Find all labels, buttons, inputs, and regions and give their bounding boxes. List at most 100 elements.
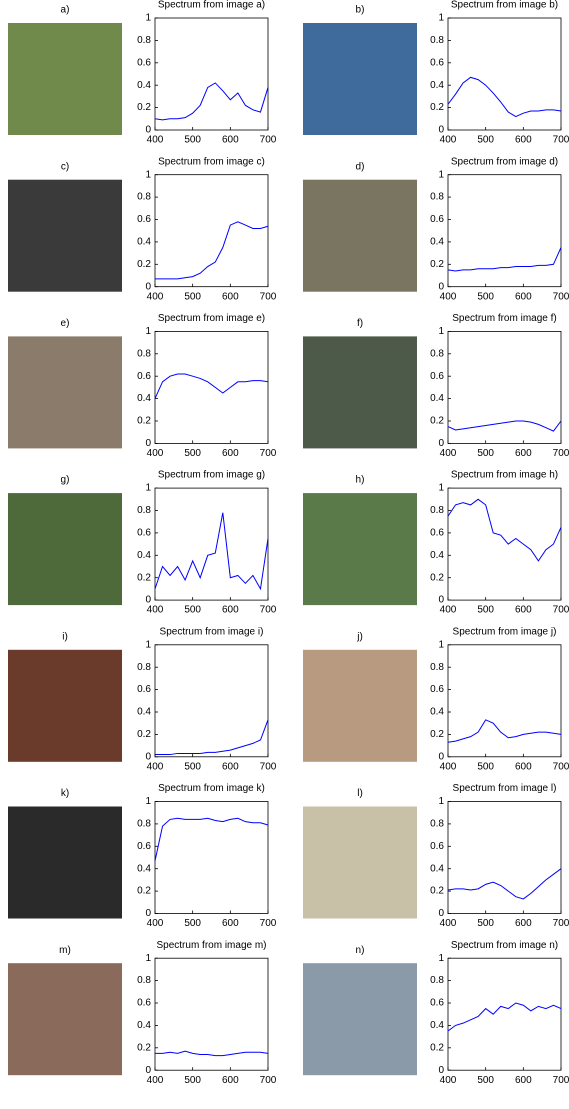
y-tick-label: 0.6 [137, 998, 151, 1009]
x-tick-label: 400 [440, 448, 457, 459]
spectrum-line [155, 222, 268, 279]
y-tick-label: 0.2 [430, 729, 444, 740]
image-label: f) [357, 318, 363, 329]
x-tick-label: 600 [515, 918, 532, 929]
x-tick-label: 600 [222, 761, 239, 772]
plot-frame [155, 18, 268, 130]
image-placeholder [303, 963, 417, 1075]
x-tick-label: 400 [440, 761, 457, 772]
x-tick-label: 600 [222, 1075, 239, 1086]
x-tick-label: 500 [477, 448, 494, 459]
spectrum-line [448, 248, 561, 272]
x-tick-label: 500 [477, 918, 494, 929]
x-tick-label: 700 [553, 918, 569, 929]
plot-frame [448, 802, 561, 914]
x-tick-label: 700 [260, 291, 277, 302]
y-tick-label: 0.8 [137, 819, 151, 830]
y-tick-label: 0.4 [137, 237, 151, 248]
x-tick-label: 600 [515, 1075, 532, 1086]
chart-title: Spectrum from image l) [453, 783, 557, 794]
x-tick-label: 600 [515, 605, 532, 616]
chart-title: Spectrum from image d) [451, 156, 558, 167]
x-tick-label: 400 [147, 605, 164, 616]
spectrum-line [448, 869, 561, 899]
x-tick-label: 700 [260, 448, 277, 459]
y-tick-label: 0.6 [430, 528, 444, 539]
spectrum-line [448, 1003, 561, 1031]
y-tick-label: 1 [438, 796, 444, 807]
chart-title: Spectrum from image j) [453, 626, 557, 637]
x-tick-label: 400 [440, 918, 457, 929]
y-tick-label: 0.6 [430, 57, 444, 68]
y-tick-label: 0.4 [137, 393, 151, 404]
image-label: l) [357, 788, 363, 799]
x-tick-label: 400 [440, 605, 457, 616]
y-tick-label: 0.2 [137, 1042, 151, 1053]
y-tick-label: 0.8 [430, 35, 444, 46]
chart-title: Spectrum from image b) [451, 0, 558, 11]
y-tick-label: 0.8 [430, 975, 444, 986]
x-tick-label: 700 [260, 1075, 277, 1086]
chart-title: Spectrum from image a) [158, 0, 265, 11]
spectrum-line [155, 1051, 268, 1055]
image-label: d) [356, 161, 365, 172]
y-tick-label: 0.6 [430, 998, 444, 1009]
y-tick-label: 0.4 [430, 1020, 444, 1031]
y-tick-label: 0.6 [430, 684, 444, 695]
x-tick-label: 500 [184, 1075, 201, 1086]
x-tick-label: 400 [147, 761, 164, 772]
y-tick-label: 0.2 [430, 886, 444, 897]
image-label: b) [356, 5, 365, 16]
spectrum-line [448, 77, 561, 116]
x-tick-label: 500 [477, 605, 494, 616]
x-tick-label: 400 [147, 918, 164, 929]
y-tick-label: 0.8 [430, 505, 444, 516]
spectrum-line [155, 374, 268, 399]
chart-title: Spectrum from image i) [160, 626, 264, 637]
y-tick-label: 1 [145, 13, 151, 24]
y-tick-label: 1 [145, 169, 151, 180]
x-tick-label: 500 [477, 135, 494, 146]
image-placeholder [8, 180, 122, 292]
x-tick-label: 500 [184, 448, 201, 459]
plot-frame [155, 488, 268, 600]
x-tick-label: 700 [260, 605, 277, 616]
plot-frame [155, 958, 268, 1070]
plot-frame [448, 958, 561, 1070]
image-placeholder [303, 336, 417, 448]
y-tick-label: 0.6 [137, 684, 151, 695]
y-tick-label: 0.4 [137, 1020, 151, 1031]
y-tick-label: 0.4 [430, 707, 444, 718]
spectrum-line [448, 720, 561, 742]
x-tick-label: 600 [222, 918, 239, 929]
image-placeholder [303, 180, 417, 292]
x-tick-label: 600 [222, 135, 239, 146]
y-tick-label: 0.4 [430, 393, 444, 404]
y-tick-label: 0.4 [137, 707, 151, 718]
chart-title: Spectrum from image k) [158, 783, 265, 794]
x-tick-label: 500 [184, 135, 201, 146]
y-tick-label: 0.2 [137, 572, 151, 583]
x-tick-label: 600 [222, 291, 239, 302]
y-tick-label: 0.4 [137, 80, 151, 91]
x-tick-label: 400 [147, 1075, 164, 1086]
chart-title: Spectrum from image g) [158, 470, 265, 481]
y-tick-label: 0.8 [137, 348, 151, 359]
chart-title: Spectrum from image f) [452, 313, 556, 324]
y-tick-label: 0.2 [430, 259, 444, 270]
y-tick-label: 0.2 [430, 572, 444, 583]
figure: a)Spectrum from image a)00.20.40.60.8140… [0, 0, 569, 1109]
x-tick-label: 600 [515, 135, 532, 146]
plot-frame [448, 18, 561, 130]
x-tick-label: 700 [260, 135, 277, 146]
y-tick-label: 0.4 [430, 80, 444, 91]
x-tick-label: 700 [553, 761, 569, 772]
image-label: m) [59, 945, 71, 956]
image-placeholder [8, 650, 122, 762]
x-tick-label: 400 [440, 135, 457, 146]
x-tick-label: 600 [515, 761, 532, 772]
x-tick-label: 400 [440, 1075, 457, 1086]
x-tick-label: 400 [147, 291, 164, 302]
y-tick-label: 0.2 [137, 729, 151, 740]
image-placeholder [8, 23, 122, 135]
